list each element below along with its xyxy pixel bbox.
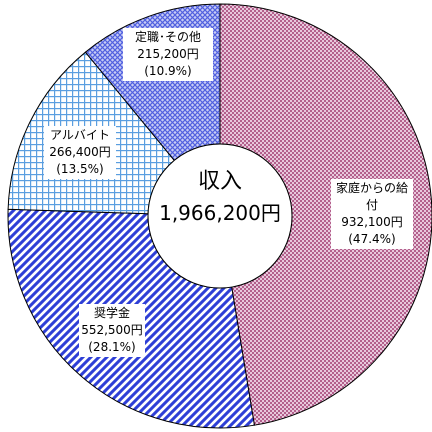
- center-label: 収入 1,966,200円: [140, 166, 300, 228]
- category-label: アルバイト: [50, 127, 110, 142]
- data-label: 932,100円: [341, 215, 403, 229]
- slice-label: アルバイト 266,400円 (13.5%): [44, 125, 116, 179]
- data-label: 266,400円: [49, 144, 111, 159]
- category-label: 奨学金: [93, 305, 130, 320]
- category-label: 家庭からの給付: [335, 181, 408, 212]
- center-title: 収入: [197, 169, 242, 194]
- category-label: 定職･その他: [134, 29, 201, 44]
- data-label: (28.1%): [88, 339, 136, 354]
- data-label: 215,200円: [137, 46, 199, 61]
- data-label: (10.9%): [144, 63, 192, 78]
- center-value: 1,966,200円: [159, 201, 281, 225]
- data-label: 552,500円: [81, 322, 143, 337]
- slice-label: 定職･その他 215,200円 (10.9%): [123, 27, 213, 81]
- slice-label: 家庭からの給付 932,100円 (47.4%): [331, 179, 413, 249]
- donut-hole: [147, 143, 293, 289]
- data-label: (47.4%): [348, 232, 396, 246]
- slice-label: 奨学金 552,500円 (28.1%): [79, 303, 145, 357]
- data-label: (13.5%): [56, 161, 104, 176]
